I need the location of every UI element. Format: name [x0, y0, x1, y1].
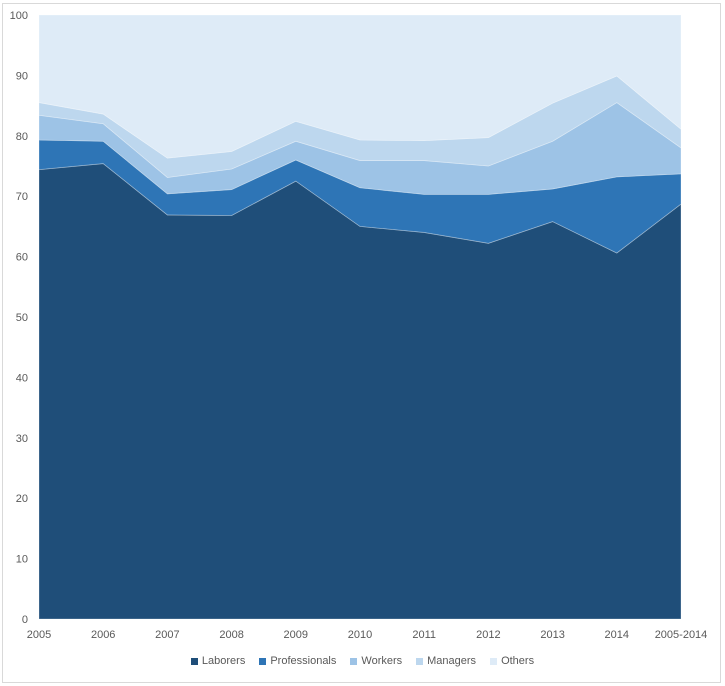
x-tick-label: 2008 — [219, 629, 243, 641]
x-tick-label: 2007 — [155, 629, 179, 641]
y-tick-label: 80 — [16, 131, 28, 143]
y-tick-label: 60 — [16, 252, 28, 264]
x-tick-label: 2005-2014 — [655, 629, 708, 641]
chart-frame — [2, 3, 721, 683]
y-tick-label: 90 — [16, 70, 28, 82]
legend-swatch — [259, 657, 267, 665]
y-tick-label: 0 — [22, 614, 28, 626]
legend-label: Others — [501, 655, 535, 667]
y-tick-label: 40 — [16, 372, 28, 384]
legend-label: Laborers — [201, 655, 246, 667]
legend-swatch — [190, 657, 198, 665]
y-tick-label: 100 — [10, 10, 28, 22]
legend: Laborers Professionals Workers Managers Othe… — [0, 655, 725, 667]
legend-item-workers: Workers — [350, 655, 402, 667]
x-tick-label: 2014 — [605, 629, 629, 641]
legend-swatch — [490, 657, 498, 665]
legend-item-professionals: Professionals — [259, 655, 336, 667]
legend-swatch — [416, 657, 424, 665]
x-tick-label: 2010 — [348, 629, 372, 641]
area-others — [38, 14, 682, 159]
x-tick-label: 2012 — [476, 629, 500, 641]
legend-label: Managers — [427, 655, 477, 667]
y-tick-label: 30 — [16, 433, 28, 445]
legend-swatch — [350, 657, 358, 665]
x-tick-label: 2005 — [27, 629, 51, 641]
x-tick-label: 2013 — [540, 629, 564, 641]
y-tick-label: 20 — [16, 493, 28, 505]
legend-item-others: Others — [490, 655, 534, 667]
y-tick-label: 70 — [16, 191, 28, 203]
legend-item-managers: Managers — [416, 655, 476, 667]
legend-label: Workers — [361, 655, 403, 667]
y-tick-label: 50 — [16, 312, 28, 324]
x-tick-label: 2006 — [91, 629, 115, 641]
legend-item-laborers: Laborers — [190, 655, 246, 667]
x-tick-label: 2009 — [284, 629, 308, 641]
y-tick-label: 10 — [16, 554, 28, 566]
legend-label: Professionals — [270, 655, 337, 667]
x-tick-label: 2011 — [412, 629, 436, 641]
